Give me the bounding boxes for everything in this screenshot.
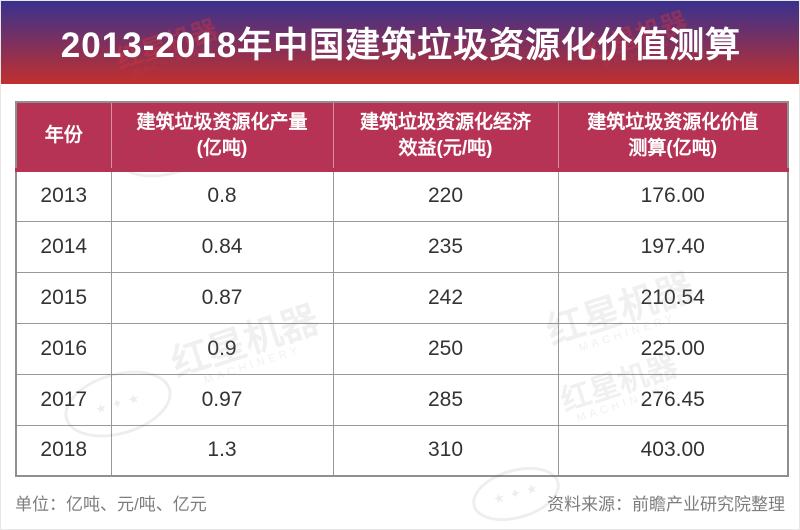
table-row: 2018 1.3 310 403.00 <box>15 424 789 477</box>
table-row: 2013 0.8 220 176.00 <box>15 169 789 222</box>
output-cell: 0.9 <box>110 322 334 375</box>
table-container: 年份 建筑垃圾资源化产量 (亿吨) 建筑垃圾资源化经济 效益(元/吨) 建筑垃圾… <box>15 101 789 477</box>
header-cell-output: 建筑垃圾资源化产量 (亿吨) <box>110 102 333 172</box>
header-label-unit: 效益(元/吨) <box>398 137 493 159</box>
header-label: 建筑垃圾资源化产量 <box>136 111 308 133</box>
data-table: 年份 建筑垃圾资源化产量 (亿吨) 建筑垃圾资源化经济 效益(元/吨) 建筑垃圾… <box>15 101 789 477</box>
header-label: 年份 <box>44 124 83 146</box>
benefit-cell: 235 <box>332 220 559 273</box>
header-cell-value: 建筑垃圾资源化价值 测算(亿吨) <box>557 102 788 172</box>
value-cell: 225.00 <box>557 322 789 375</box>
output-cell: 1.3 <box>110 424 334 477</box>
benefit-cell: 220 <box>332 169 559 222</box>
output-cell: 0.97 <box>110 373 334 426</box>
units-note: 单位：亿吨、元/吨、亿元 <box>15 495 207 514</box>
year-cell: 2016 <box>15 322 112 375</box>
output-cell: 0.8 <box>110 169 334 222</box>
title-banner: 红星机器 MACHINERY 红星机器 MACHINERY 2013-2018年… <box>1 1 799 84</box>
benefit-cell: 310 <box>332 424 559 477</box>
footer: 单位：亿吨、元/吨、亿元 资料来源：前瞻产业研究院整理 <box>15 490 785 515</box>
value-cell: 276.45 <box>557 373 789 426</box>
page-title: 2013-2018年中国建筑垃圾资源化价值测算 <box>60 26 742 65</box>
table-row: 2014 0.84 235 197.40 <box>15 220 789 273</box>
header-label-unit: 测算(亿吨) <box>628 137 718 159</box>
year-cell: 2013 <box>15 169 112 222</box>
header-label-unit: (亿吨) <box>196 137 248 159</box>
table-row: 2016 0.9 250 225.00 <box>15 322 789 375</box>
value-cell: 176.00 <box>557 169 789 222</box>
header-cell-benefit: 建筑垃圾资源化经济 效益(元/吨) <box>332 102 558 172</box>
header-label: 建筑垃圾资源化经济 <box>359 111 531 133</box>
value-cell: 210.54 <box>557 271 789 324</box>
source-note: 资料来源：前瞻产业研究院整理 <box>547 495 785 514</box>
output-cell: 0.84 <box>110 220 334 273</box>
value-cell: 197.40 <box>557 220 789 273</box>
year-cell: 2017 <box>15 373 112 426</box>
header-cell-year: 年份 <box>16 102 111 172</box>
header-label: 建筑垃圾资源化价值 <box>587 111 759 133</box>
output-cell: 0.87 <box>110 271 334 324</box>
year-cell: 2018 <box>15 424 112 477</box>
year-cell: 2014 <box>15 220 112 273</box>
benefit-cell: 285 <box>332 373 559 426</box>
header-row: 年份 建筑垃圾资源化产量 (亿吨) 建筑垃圾资源化经济 效益(元/吨) 建筑垃圾… <box>16 102 788 172</box>
value-cell: 403.00 <box>557 424 789 477</box>
benefit-cell: 242 <box>332 271 559 324</box>
year-cell: 2015 <box>15 271 112 324</box>
table-row: 2015 0.87 242 210.54 <box>15 271 789 324</box>
benefit-cell: 250 <box>332 322 559 375</box>
table-row: 2017 0.97 285 276.45 <box>15 373 789 426</box>
